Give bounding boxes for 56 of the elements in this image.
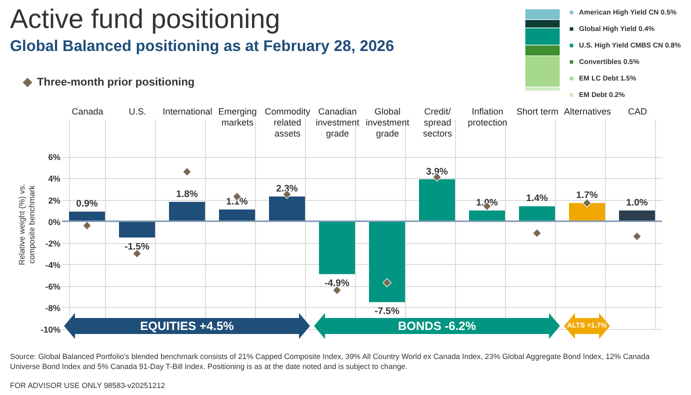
bar	[369, 221, 405, 302]
x-tick-label: International	[162, 106, 212, 116]
data-label: -4.9%	[324, 278, 350, 290]
y-tick-label: 6%	[48, 152, 61, 162]
point	[182, 167, 192, 176]
point	[582, 198, 592, 208]
chart-subtitle: Global Balanced positioning as at February 28, 2026	[10, 38, 394, 56]
x-tick-label: U.S.	[128, 106, 146, 116]
bar	[119, 221, 155, 238]
y-tick-label: -6%	[45, 281, 61, 292]
bar	[219, 209, 255, 222]
x-tick-label: Canada	[72, 106, 104, 116]
bar	[519, 206, 555, 222]
annotation: BONDS -6.2%	[398, 319, 476, 333]
bar	[319, 221, 355, 274]
bar	[569, 203, 605, 222]
x-tick-label: Short term	[516, 106, 559, 116]
bar	[269, 196, 305, 222]
data-label: 1.4%	[526, 193, 548, 204]
x-tick-label: Emerging markets	[218, 106, 257, 128]
bar	[619, 210, 655, 222]
data-label: 2.3%	[276, 184, 298, 195]
annotation: EQUITIES +4.5%	[140, 319, 234, 333]
data-label: 3.9%	[426, 166, 448, 178]
y-tick-label: 2%	[48, 195, 61, 206]
y-tick-label: -10%	[40, 324, 61, 334]
x-tick-label: Global investment grade	[366, 106, 410, 138]
y-tick-label: -8%	[45, 302, 61, 313]
bar	[469, 210, 505, 222]
x-tick-label: Inflation protection	[468, 106, 508, 128]
y-tick-label: 4%	[48, 174, 61, 184]
data-label: 1.0%	[626, 198, 648, 209]
chart-title: Active fund positioning	[10, 4, 280, 35]
x-tick-label: Credit/ spread sectors	[422, 106, 452, 138]
bar	[69, 212, 105, 222]
bar	[419, 179, 455, 222]
y-tick-label: -2%	[45, 238, 61, 248]
data-label: 0.9%	[76, 198, 98, 210]
bar	[169, 202, 205, 222]
double-arrow: BONDS -6.2%	[314, 313, 560, 339]
y-tick-label: 0%	[48, 216, 61, 227]
point	[632, 232, 642, 241]
y-axis-title: Relative weight (%) vs. composite benchmark	[18, 184, 37, 266]
data-label: 1.8%	[176, 188, 198, 200]
x-tick-label: Commodity related assets	[264, 106, 311, 138]
legend-label: Three-month prior positioning	[37, 76, 195, 88]
point	[382, 278, 392, 288]
y-tick-label: -4%	[45, 260, 61, 270]
data-label: 1.7%	[576, 190, 598, 201]
double-arrow: EQUITIES +4.5%	[64, 313, 310, 339]
point	[532, 228, 542, 238]
x-tick-label: Canadian investment grade	[316, 106, 360, 138]
x-tick-label: CAD	[628, 106, 648, 116]
point	[82, 221, 92, 230]
x-tick-label: Alternatives	[564, 106, 612, 116]
data-label: -1.5%	[124, 241, 150, 252]
